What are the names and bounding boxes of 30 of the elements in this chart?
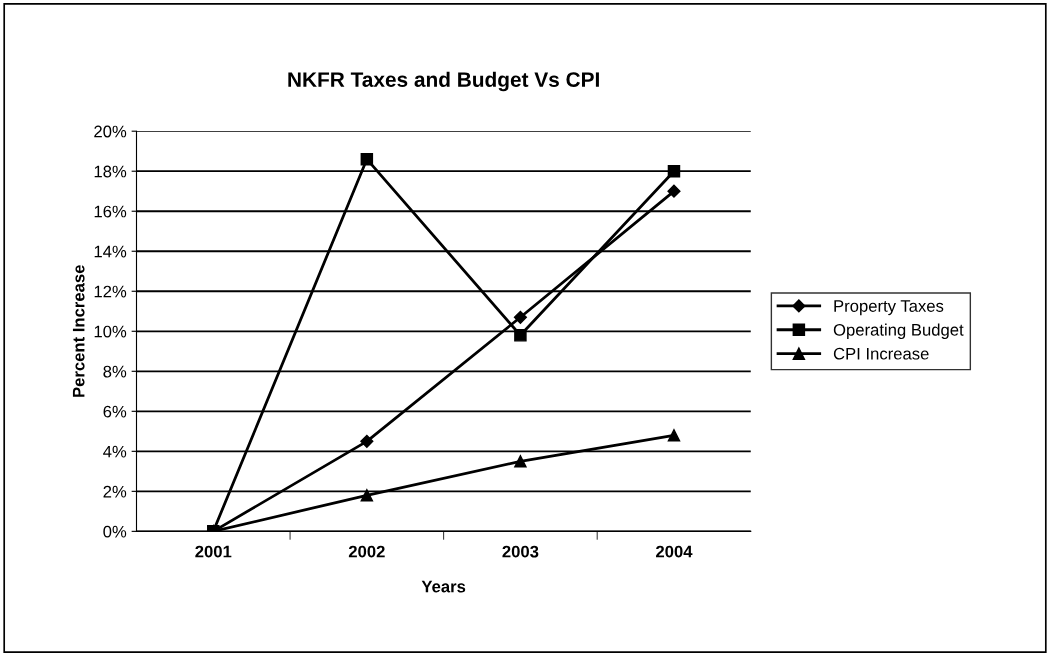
y-tick-label: 18% (94, 165, 127, 178)
y-tick-label: 0% (103, 525, 127, 538)
point (514, 455, 527, 468)
point (667, 164, 681, 178)
y-tick-label: 2% (103, 485, 127, 498)
point (513, 310, 527, 324)
y-tick-label: 20% (94, 125, 127, 138)
point (360, 152, 374, 166)
legend-label: CPI Increase (833, 347, 929, 360)
y-tick-label: 8% (103, 365, 127, 378)
point (514, 329, 527, 342)
x-tick-label: 2002 (348, 545, 385, 558)
chart-title: NKFR Taxes and Budget Vs CPI (288, 71, 599, 92)
y-tick-label: 4% (103, 445, 127, 458)
legend-label: Operating Budget (833, 323, 964, 340)
x-tick-label: 2003 (502, 545, 539, 558)
y-tick-label: 10% (94, 325, 127, 338)
y-tick-label: 6% (103, 405, 127, 418)
y-tick-label: 16% (94, 205, 127, 218)
point (360, 434, 374, 448)
x-tick-label: 2004 (656, 545, 693, 558)
point (667, 184, 681, 198)
legend-label: Property Taxes (834, 300, 944, 316)
x-tick-label: 2001 (195, 545, 232, 558)
y-axis-title: Percent Increase (72, 265, 85, 397)
y-tick-label: 12% (94, 285, 127, 298)
point (360, 489, 374, 502)
point (667, 429, 681, 442)
x-axis-title: Years (421, 580, 466, 593)
y-tick-label: 14% (94, 245, 127, 258)
